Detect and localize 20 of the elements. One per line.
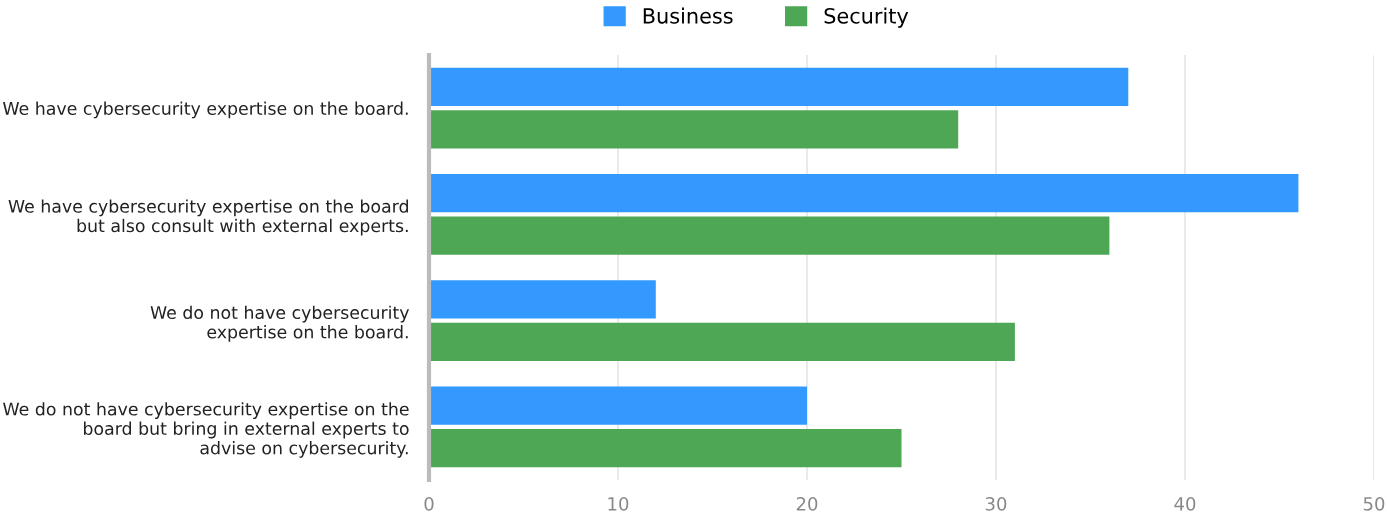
x-tick-label: 10 [608, 496, 629, 511]
bar [429, 322, 1015, 361]
x-tick-label: 30 [985, 496, 1007, 511]
x-tick-label: 50 [1363, 496, 1385, 511]
bar [429, 280, 656, 319]
x-tick-label: 20 [796, 496, 818, 511]
x-tick-label: 40 [1174, 496, 1196, 511]
y-tick-label: We do not have cybersecurity expertise on the board. [150, 305, 410, 342]
bar [429, 67, 1129, 106]
legend-label: Business [643, 7, 733, 24]
bar [429, 216, 1110, 255]
bar [429, 429, 902, 468]
legend-label: Security [824, 7, 909, 28]
y-tick-label: We do not have cybersecurity expertise on the board but bring in external experts to advise on cybersecurity. [3, 402, 409, 458]
x-tick-label: 0 [424, 496, 434, 511]
y-tick-label: We have cybersecurity expertise on the board but also consult with external experts. [8, 199, 408, 236]
bar [429, 174, 1299, 213]
bar [429, 386, 807, 425]
y-tick-label: We have cybersecurity expertise on the board. [3, 101, 408, 119]
bar [429, 110, 959, 149]
